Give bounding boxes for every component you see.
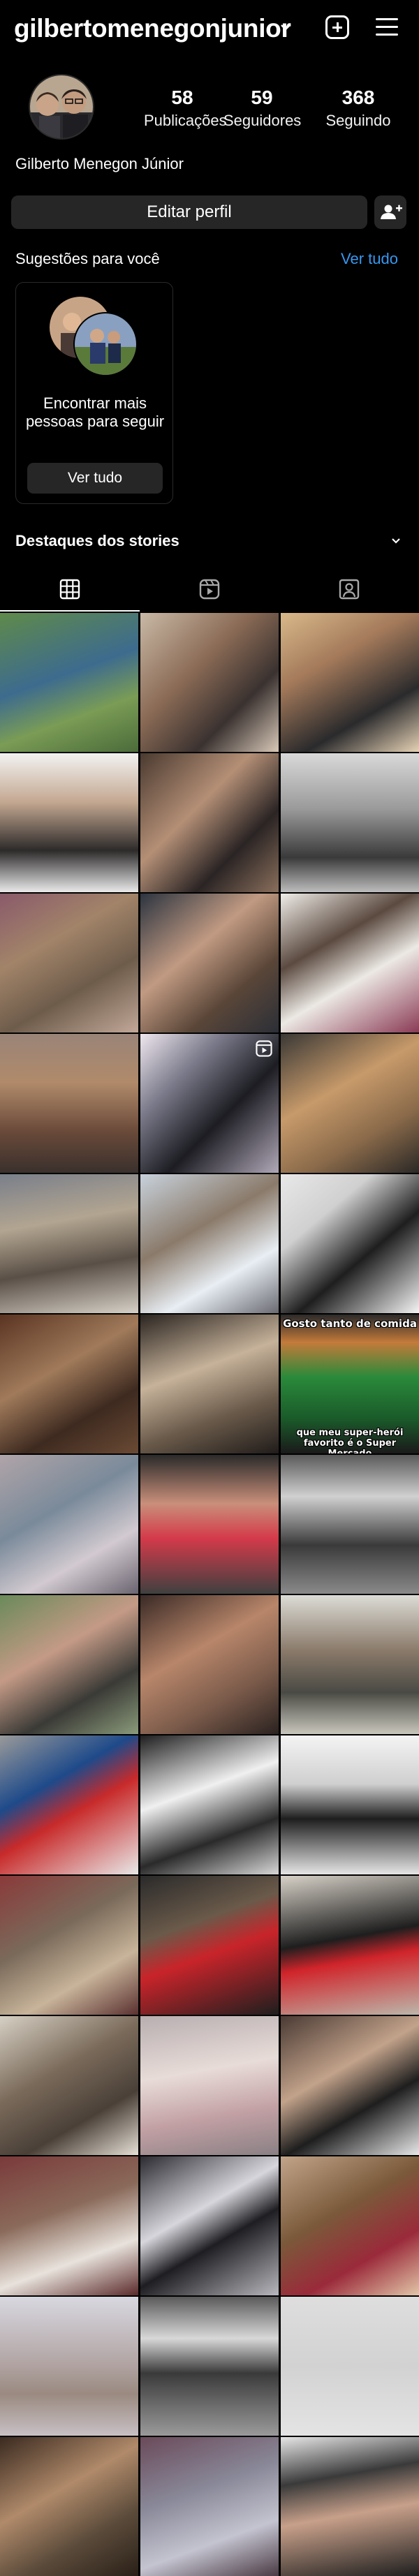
stat-posts[interactable]: 58 Publicações <box>144 87 227 130</box>
add-user-icon <box>381 205 402 219</box>
post-thumbnail[interactable] <box>281 1455 419 1594</box>
edit-profile-button[interactable]: Editar perfil <box>11 195 367 229</box>
chevron-down-icon[interactable] <box>390 535 402 547</box>
post-thumbnail[interactable] <box>140 2297 279 2436</box>
post-thumbnail[interactable] <box>0 1876 138 2015</box>
post-thumbnail[interactable] <box>0 1595 138 1734</box>
suggestion-see-all-button[interactable]: Ver tudo <box>27 463 163 494</box>
reel-badge-icon <box>256 1040 272 1057</box>
stat-following[interactable]: 368 Seguindo <box>320 87 397 130</box>
top-bar: gilbertomenegonjunior <box>0 0 419 59</box>
stat-followers[interactable]: 59 Seguidores <box>223 87 302 130</box>
posts-label: Publicações <box>144 112 227 129</box>
meme-caption-top: Gosto tanto de comida <box>283 1317 417 1330</box>
suggestions-title: Sugestões para você <box>15 250 160 267</box>
post-thumbnail[interactable] <box>140 1455 279 1594</box>
suggestion-card: Encontrar mais pessoas para seguir Ver t… <box>15 282 173 504</box>
post-thumbnail[interactable] <box>281 1174 419 1313</box>
post-thumbnail[interactable] <box>0 2156 138 2295</box>
discover-people-button[interactable] <box>374 195 406 229</box>
tab-posts-grid[interactable] <box>0 570 140 612</box>
post-thumbnail[interactable] <box>0 894 138 1032</box>
following-label: Seguindo <box>325 112 391 129</box>
post-thumbnail[interactable] <box>0 753 138 892</box>
posts-count: 58 <box>171 87 193 108</box>
post-thumbnail[interactable] <box>281 2016 419 2155</box>
post-thumbnail[interactable] <box>140 1735 279 1874</box>
post-thumbnail[interactable] <box>281 2437 419 2576</box>
post-thumbnail[interactable] <box>0 1174 138 1313</box>
post-thumbnail[interactable]: Gosto tanto de comida que meu super-herói… <box>281 1315 419 1453</box>
post-thumbnail[interactable] <box>140 1315 279 1453</box>
post-thumbnail[interactable] <box>140 1174 279 1313</box>
post-thumbnail[interactable] <box>281 1595 419 1734</box>
reels-icon <box>199 579 220 600</box>
post-thumbnail[interactable] <box>281 2297 419 2436</box>
suggestion-card-text: Encontrar mais pessoas para seguir <box>25 394 165 430</box>
post-thumbnail[interactable] <box>140 1876 279 2015</box>
avatar[interactable] <box>18 74 105 140</box>
username[interactable]: gilbertomenegonjunior <box>14 14 291 43</box>
tab-reels[interactable] <box>140 570 279 612</box>
post-thumbnail[interactable] <box>281 1034 419 1173</box>
grid-icon <box>59 579 80 600</box>
tagged-icon <box>339 579 360 600</box>
post-thumbnail[interactable] <box>0 1034 138 1173</box>
add-content-icon[interactable] <box>325 15 349 39</box>
post-thumbnail[interactable] <box>140 1595 279 1734</box>
followers-label: Seguidores <box>223 112 302 129</box>
post-thumbnail[interactable] <box>0 2297 138 2436</box>
meme-caption-bottom: que meu super-herói favorito é o Super M… <box>296 1428 404 1453</box>
story-highlights-title[interactable]: Destaques dos stories <box>15 532 179 549</box>
see-all-link[interactable]: Ver tudo <box>341 250 398 267</box>
post-thumbnail[interactable] <box>140 894 279 1032</box>
post-thumbnail[interactable] <box>281 613 419 752</box>
post-thumbnail[interactable] <box>140 613 279 752</box>
suggested-people-avatars <box>48 295 138 376</box>
following-count: 368 <box>341 87 375 108</box>
followers-count: 59 <box>251 87 273 108</box>
full-name: Gilberto Menegon Júnior <box>15 155 184 172</box>
post-thumbnail[interactable] <box>281 1735 419 1874</box>
post-thumbnail[interactable] <box>140 2437 279 2576</box>
post-thumbnail[interactable] <box>281 753 419 892</box>
chevron-down-icon[interactable] <box>281 22 291 32</box>
post-thumbnail[interactable] <box>0 2016 138 2155</box>
post-thumbnail[interactable] <box>0 1315 138 1453</box>
post-thumbnail[interactable] <box>140 2156 279 2295</box>
post-thumbnail[interactable] <box>140 2016 279 2155</box>
post-thumbnail[interactable] <box>0 1455 138 1594</box>
tab-tagged[interactable] <box>279 570 419 612</box>
post-thumbnail[interactable] <box>0 1735 138 1874</box>
post-thumbnail[interactable] <box>140 1034 279 1173</box>
post-thumbnail[interactable] <box>140 753 279 892</box>
post-thumbnail[interactable] <box>281 2156 419 2295</box>
menu-icon[interactable] <box>376 18 398 36</box>
post-thumbnail[interactable] <box>281 894 419 1032</box>
post-thumbnail[interactable] <box>0 2437 138 2576</box>
post-thumbnail[interactable] <box>0 613 138 752</box>
post-thumbnail[interactable] <box>281 1876 419 2015</box>
profile-tabs <box>0 570 419 612</box>
